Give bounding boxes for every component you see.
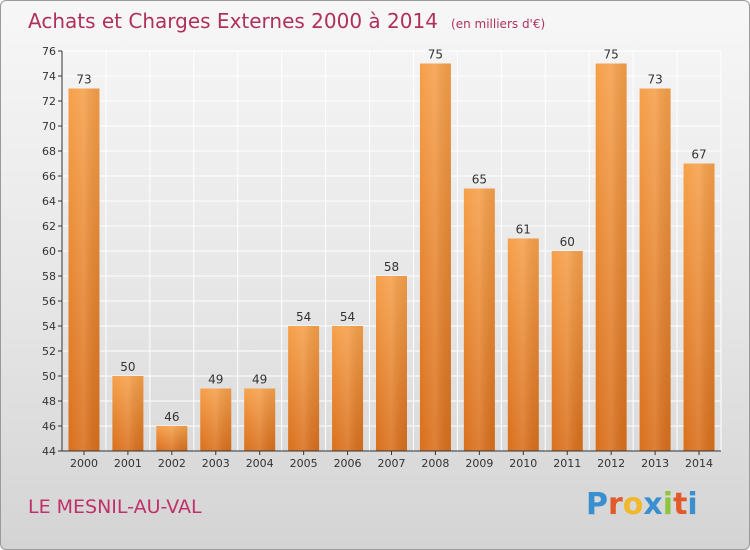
bar-shine bbox=[419, 63, 451, 451]
bar-shine bbox=[200, 388, 232, 451]
y-tick-label: 60 bbox=[42, 245, 56, 258]
x-tick-label: 2001 bbox=[114, 457, 142, 470]
data-label: 54 bbox=[340, 310, 355, 324]
y-tick-label: 52 bbox=[42, 345, 56, 358]
location-label: LE MESNIL-AU-VAL bbox=[28, 496, 202, 518]
chart-title: Achats et Charges Externes 2000 à 2014 bbox=[28, 9, 438, 33]
x-tick-label: 2002 bbox=[158, 457, 186, 470]
data-label: 58 bbox=[384, 260, 399, 274]
x-tick-label: 2014 bbox=[685, 457, 713, 470]
data-label: 61 bbox=[516, 223, 531, 237]
y-tick-label: 58 bbox=[42, 270, 56, 283]
y-tick-label: 56 bbox=[42, 295, 56, 308]
data-label: 75 bbox=[604, 48, 619, 62]
x-tick-label: 2010 bbox=[509, 457, 537, 470]
data-label: 73 bbox=[76, 73, 91, 87]
y-tick-label: 50 bbox=[42, 370, 56, 383]
bar-shine bbox=[156, 426, 188, 451]
data-label: 49 bbox=[252, 373, 267, 387]
data-label: 67 bbox=[691, 148, 706, 162]
x-tick-label: 2005 bbox=[290, 457, 318, 470]
data-label: 75 bbox=[428, 48, 443, 62]
bar-shine bbox=[244, 388, 276, 451]
x-tick-label: 2012 bbox=[597, 457, 625, 470]
data-label: 60 bbox=[560, 235, 575, 249]
data-label: 73 bbox=[647, 73, 662, 87]
y-tick-label: 46 bbox=[42, 420, 56, 433]
data-label: 50 bbox=[120, 360, 135, 374]
y-tick-label: 70 bbox=[42, 120, 56, 133]
bars: 73 50 46 49 49 54 54 58 75 65 61 60 75 73 67 bbox=[68, 48, 715, 451]
data-label: 46 bbox=[164, 410, 179, 424]
bar-shine bbox=[288, 326, 320, 451]
data-label: 65 bbox=[472, 173, 487, 187]
y-tick-label: 72 bbox=[42, 95, 56, 108]
y-tick-label: 66 bbox=[42, 170, 56, 183]
bar-shine bbox=[112, 376, 144, 451]
x-tick-label: 2011 bbox=[553, 457, 581, 470]
chart-unit: (en milliers d'€) bbox=[451, 17, 546, 31]
x-tick-label: 2006 bbox=[334, 457, 362, 470]
x-tick-label: 2008 bbox=[421, 457, 449, 470]
bar-shine bbox=[683, 163, 715, 451]
axes: 44 46 48 50 52 54 56 58 60 62 64 66 68 70 72 74 76 2000 20… bbox=[42, 45, 721, 470]
bar-shine bbox=[332, 326, 364, 451]
proxiti-logo: Proxiti bbox=[586, 487, 698, 522]
x-tick-label: 2000 bbox=[70, 457, 98, 470]
data-label: 49 bbox=[208, 373, 223, 387]
bar-shine bbox=[507, 238, 539, 451]
bar-shine bbox=[68, 88, 100, 451]
bar-shine bbox=[376, 276, 407, 451]
y-tick-label: 64 bbox=[42, 195, 56, 208]
x-tick-label: 2007 bbox=[378, 457, 406, 470]
y-tick-label: 48 bbox=[42, 395, 56, 408]
bar-shine bbox=[639, 88, 671, 451]
bar-shine bbox=[463, 188, 495, 451]
bar-shine bbox=[551, 251, 583, 451]
y-tick-label: 44 bbox=[42, 445, 56, 458]
x-tick-label: 2009 bbox=[465, 457, 493, 470]
data-label: 54 bbox=[296, 310, 311, 324]
y-tick-label: 68 bbox=[42, 145, 56, 158]
y-tick-label: 76 bbox=[42, 45, 56, 58]
x-tick-label: 2004 bbox=[246, 457, 274, 470]
bar-shine bbox=[595, 63, 627, 451]
x-tick-label: 2003 bbox=[202, 457, 230, 470]
x-tick-label: 2013 bbox=[641, 457, 669, 470]
y-tick-label: 62 bbox=[42, 220, 56, 233]
y-tick-label: 54 bbox=[42, 320, 56, 333]
chart-title-block: Achats et Charges Externes 2000 à 2014 (… bbox=[28, 9, 545, 33]
y-tick-label: 74 bbox=[42, 70, 56, 83]
